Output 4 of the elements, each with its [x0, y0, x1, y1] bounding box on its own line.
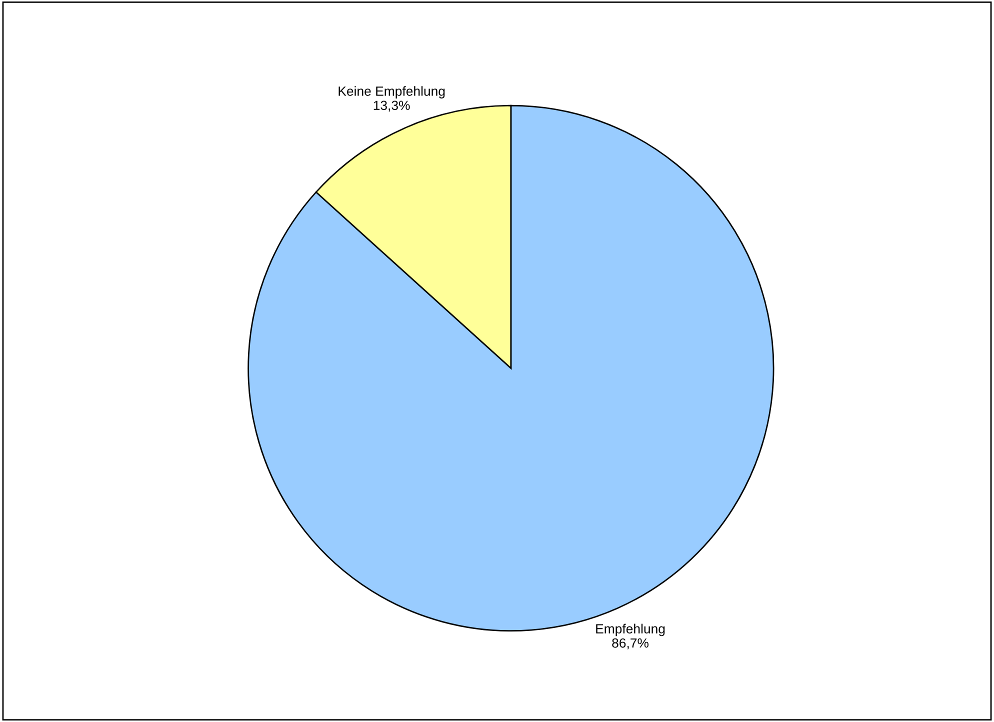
data-label: 86,7%	[612, 638, 649, 650]
slice-label: Keine Empfehlung	[338, 86, 445, 98]
data-label: 13,3%	[374, 100, 410, 112]
slice-label: Empfehlung	[596, 624, 665, 636]
